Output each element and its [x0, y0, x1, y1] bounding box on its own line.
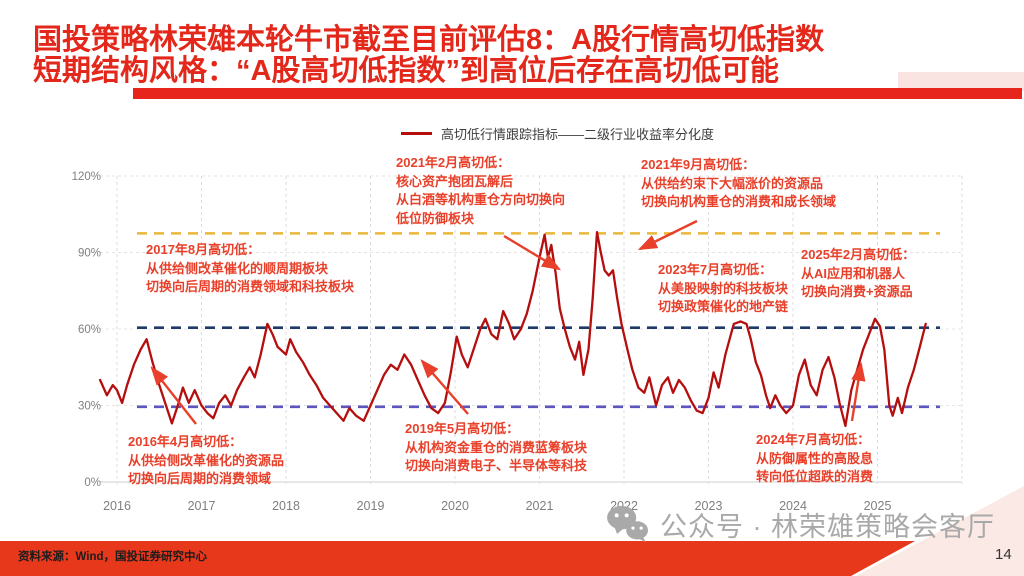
svg-text:0%: 0%: [84, 477, 101, 489]
slide-title-line2: 短期结构风格：“A股高切低指数”到高位后存在高切低可能: [33, 55, 779, 87]
source-note: 资料来源：Wind，国投证券研究中心: [18, 551, 207, 563]
title-underline-bar: [133, 88, 1022, 99]
svg-text:2023: 2023: [695, 499, 723, 513]
svg-text:2017: 2017: [188, 499, 216, 513]
svg-text:2024: 2024: [779, 499, 807, 513]
legend-line-swatch: [401, 132, 432, 135]
slide-title-line1: 国投策略林荣雄本轮牛市截至目前评估8：A股行情高切低指数: [33, 24, 825, 56]
svg-text:120%: 120%: [72, 171, 101, 183]
legend-label: 高切低行情跟踪指标——二级行业收益率分化度: [441, 127, 715, 142]
svg-text:2016: 2016: [103, 499, 131, 513]
svg-text:30%: 30%: [78, 401, 101, 413]
svg-text:90%: 90%: [78, 248, 101, 260]
watermark: 公众号 · 林荣雄策略会客厅: [606, 504, 995, 544]
svg-text:2021: 2021: [526, 499, 554, 513]
svg-text:2018: 2018: [272, 499, 300, 513]
watermark-text: 公众号 · 林荣雄策略会客厅: [660, 511, 995, 542]
page-number: 14: [995, 546, 1012, 563]
svg-text:2025: 2025: [864, 499, 892, 513]
chart-legend: 高切低行情跟踪指标——二级行业收益率分化度: [401, 124, 714, 143]
svg-text:60%: 60%: [78, 324, 101, 336]
svg-text:2020: 2020: [441, 499, 469, 513]
title-accent-pink: [898, 72, 1024, 91]
line-chart: 0% 30% 60% 90% 120% 2016 2017 2018 2019 2020 2021 2…: [72, 171, 963, 513]
wechat-icon: [607, 505, 648, 543]
footer-band: [0, 486, 1024, 576]
svg-text:2019: 2019: [357, 499, 385, 513]
